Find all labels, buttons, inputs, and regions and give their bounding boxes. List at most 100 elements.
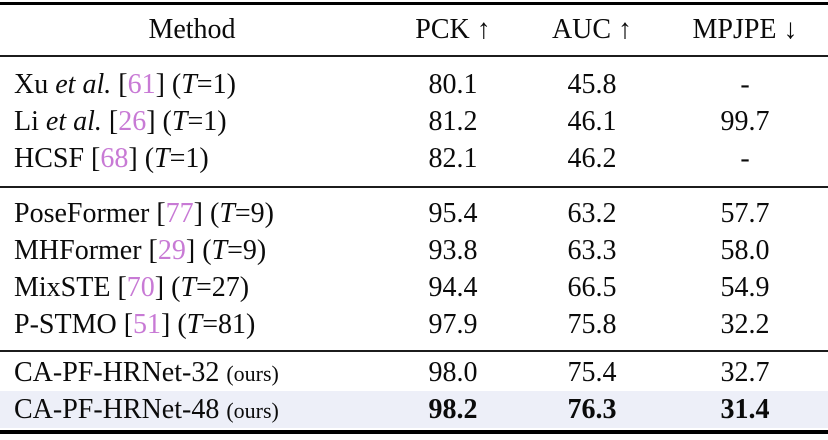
auc-cell: 63.3: [567, 234, 617, 266]
method-text-part: CA-PF-HRNet-48: [14, 393, 227, 425]
citation-number: 61: [127, 68, 156, 100]
table-section-multi-frame: PoseFormer [77] (T=9) 95.4 63.2 57.7 MHF…: [0, 188, 828, 350]
pck-cell: 97.9: [428, 308, 478, 340]
method-cell: CA-PF-HRNet-32 (ours): [0, 357, 384, 389]
citation-number: 26: [118, 105, 147, 137]
auc-cell: 75.8: [567, 308, 617, 340]
method-text-part: MixSTE [: [14, 271, 127, 303]
method-text-part: ] (: [161, 308, 187, 340]
method-text-part: T: [171, 105, 188, 137]
method-cell: P-STMO [51] (T=81): [0, 309, 384, 341]
pck-cell: 98.2: [428, 393, 478, 425]
method-text-part: =1): [169, 142, 209, 174]
method-text-part: =1): [196, 68, 236, 100]
method-text-part: Xu: [14, 68, 56, 100]
mpjpe-cell: -: [740, 68, 750, 100]
table-row: CA-PF-HRNet-32 (ours) 98.0 75.4 32.7: [0, 354, 828, 391]
column-header-method: Method: [148, 14, 236, 45]
mpjpe-cell: 54.9: [720, 271, 770, 303]
column-header-auc: AUC ↑: [551, 14, 633, 45]
method-text-part: [: [111, 68, 128, 100]
section-divider-rule-2: [0, 350, 828, 352]
method-text-part: HCSF [: [14, 142, 101, 174]
method-text-part: =1): [187, 105, 227, 137]
pck-cell: 98.0: [428, 356, 478, 388]
table-row: MixSTE [70] (T=27) 94.4 66.5 54.9: [0, 269, 828, 306]
section-divider-rule-1: [0, 186, 828, 188]
mpjpe-cell: 57.7: [720, 197, 770, 229]
method-text-part: (ours): [226, 397, 279, 423]
method-text-part: T: [181, 68, 197, 100]
method-text-part: MHFormer [: [14, 234, 158, 266]
table-row: Li et al. [26] (T=1) 81.2 46.1 99.7: [0, 103, 828, 140]
method-cell: MixSTE [70] (T=27): [0, 272, 384, 304]
method-text-part: et al.: [45, 105, 102, 137]
mpjpe-cell: 32.7: [720, 356, 770, 388]
method-text-part: CA-PF-HRNet-32: [14, 356, 227, 388]
method-text-part: ] (: [146, 105, 172, 137]
citation-number: 68: [100, 142, 129, 174]
method-text-part: ] (: [155, 68, 182, 100]
method-text-part: =9): [227, 234, 267, 266]
auc-cell: 46.2: [567, 142, 617, 174]
table-top-rule: [0, 2, 828, 5]
mpjpe-cell: 31.4: [720, 393, 770, 425]
method-cell: HCSF [68] (T=1): [0, 143, 384, 175]
table-bottom-rule: [0, 430, 828, 434]
method-text-part: (ours): [226, 360, 279, 386]
auc-cell: 66.5: [567, 271, 617, 303]
table-header-row: Method PCK ↑ AUC ↑ MPJPE ↓: [0, 5, 828, 55]
column-header-pck: PCK ↑: [415, 14, 491, 45]
method-text-part: ] (: [185, 234, 212, 266]
citation-number: 29: [157, 234, 186, 266]
method-text-part: T: [180, 271, 197, 303]
method-text-part: T: [186, 308, 203, 340]
method-text-part: T: [211, 234, 228, 266]
mpjpe-cell: 32.2: [720, 308, 770, 340]
auc-cell: 75.4: [567, 356, 617, 388]
pck-cell: 80.1: [428, 68, 478, 100]
method-cell: MHFormer [29] (T=9): [0, 235, 384, 267]
pck-cell: 93.8: [428, 234, 478, 266]
method-text-part: ] (: [193, 197, 220, 229]
pck-cell: 94.4: [428, 271, 478, 303]
pck-cell: 95.4: [428, 197, 478, 229]
method-text-part: T: [219, 197, 235, 229]
table-row: P-STMO [51] (T=81) 97.9 75.8 32.2: [0, 306, 828, 343]
method-cell: Li et al. [26] (T=1): [0, 106, 384, 138]
table-section-ours: CA-PF-HRNet-32 (ours) 98.0 75.4 32.7 CA-…: [0, 352, 828, 430]
method-cell: PoseFormer [77] (T=9): [0, 198, 384, 230]
table-row: CA-PF-HRNet-48 (ours) 98.2 76.3 31.4: [0, 391, 828, 428]
citation-number: 77: [165, 197, 194, 229]
column-header-mpjpe: MPJPE ↓: [692, 14, 798, 45]
pck-cell: 81.2: [428, 105, 478, 137]
header-bottom-rule: [0, 55, 828, 57]
mpjpe-cell: 58.0: [720, 234, 770, 266]
mpjpe-cell: 99.7: [720, 105, 770, 137]
table-row: PoseFormer [77] (T=9) 95.4 63.2 57.7: [0, 195, 828, 232]
pck-cell: 82.1: [428, 142, 478, 174]
method-text-part: Li: [14, 105, 46, 137]
table-row: HCSF [68] (T=1) 82.1 46.2 -: [0, 140, 828, 177]
citation-number: 70: [126, 271, 155, 303]
method-text-part: et al.: [55, 68, 112, 100]
method-text-part: P-STMO [: [14, 308, 134, 340]
auc-cell: 76.3: [567, 393, 617, 425]
method-cell: CA-PF-HRNet-48 (ours): [0, 394, 384, 426]
method-text-part: ] (: [128, 142, 155, 174]
method-text-part: T: [154, 142, 170, 174]
mpjpe-cell: -: [740, 142, 750, 174]
auc-cell: 46.1: [567, 105, 617, 137]
table-row: MHFormer [29] (T=9) 93.8 63.3 58.0: [0, 232, 828, 269]
table-row: Xu et al. [61] (T=1) 80.1 45.8 -: [0, 66, 828, 103]
method-text-part: =81): [202, 308, 256, 340]
method-text-part: =9): [234, 197, 275, 229]
citation-number: 51: [133, 308, 162, 340]
method-text-part: =27): [196, 271, 250, 303]
method-cell: Xu et al. [61] (T=1): [0, 69, 384, 101]
method-text-part: [: [101, 105, 119, 137]
auc-cell: 63.2: [567, 197, 617, 229]
table-section-single-frame: Xu et al. [61] (T=1) 80.1 45.8 - Li et a…: [0, 57, 828, 186]
method-text-part: ] (: [154, 271, 181, 303]
